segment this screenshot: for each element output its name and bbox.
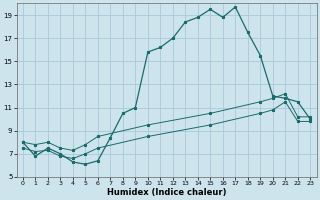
X-axis label: Humidex (Indice chaleur): Humidex (Indice chaleur) [107,188,226,197]
